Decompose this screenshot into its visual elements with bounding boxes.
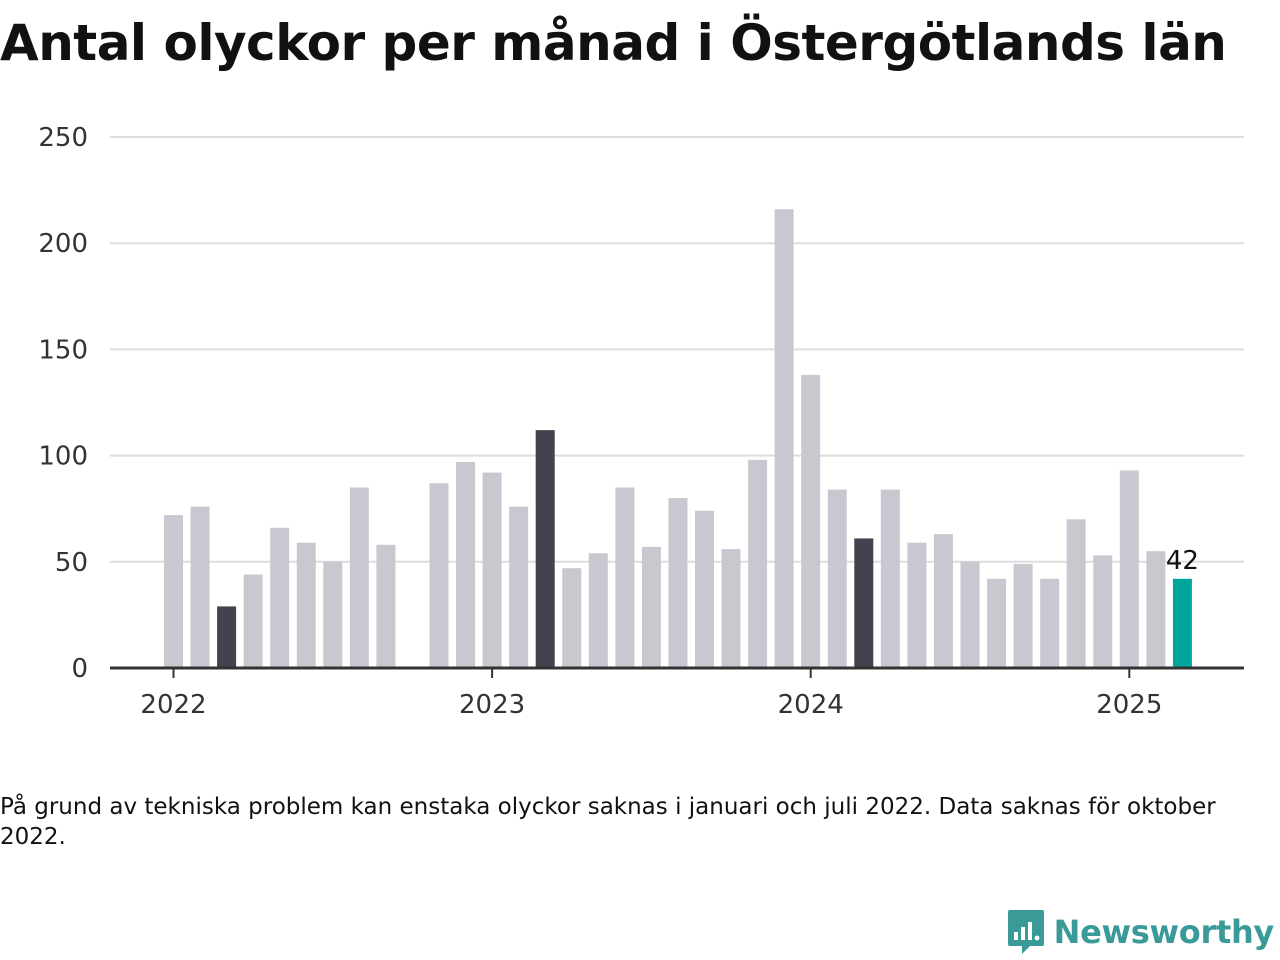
bar-2024-03: [854, 538, 874, 668]
chart-title: Antal olyckor per månad i Östergötlands …: [0, 14, 1227, 72]
y-tick-label: 100: [38, 442, 88, 472]
bar-2024-05: [907, 542, 927, 668]
bar-2023-06: [615, 487, 635, 668]
bar-2023-05: [588, 553, 608, 668]
bar-2024-01: [801, 374, 821, 668]
bar-2024-10: [1040, 578, 1060, 668]
bars: [164, 209, 1192, 668]
bar-2024-02: [827, 489, 847, 668]
y-tick-label: 200: [38, 229, 88, 259]
latest-value-label: 42: [1166, 546, 1199, 576]
brand-logo[interactable]: Newsworthy: [1006, 908, 1274, 956]
x-tick-label: 2025: [1096, 690, 1162, 720]
bar-chart-speech-bubble-icon: [1007, 910, 1044, 954]
bar-chart: 0 50 100 150 200 250 2022 2023 2024 2025 42: [38, 123, 1244, 720]
bar-2023-02: [509, 506, 529, 668]
bar-2024-07: [960, 561, 980, 668]
y-tick-label: 50: [55, 548, 88, 578]
bar-2025-02: [1146, 551, 1166, 668]
bar-2022-04: [243, 574, 263, 668]
y-axis-ticks: 0 50 100 150 200 250: [38, 123, 88, 684]
bar-2023-11: [748, 459, 768, 668]
bar-2022-05: [270, 527, 290, 668]
bar-2024-04: [880, 489, 900, 668]
bar-2022-11: [429, 483, 449, 668]
y-tick-label: 250: [38, 123, 88, 153]
bar-2022-06: [296, 542, 316, 668]
bar-2024-08: [987, 578, 1007, 668]
x-tick-label: 2023: [459, 690, 525, 720]
x-tick-label: 2022: [140, 690, 206, 720]
bar-2022-12: [456, 461, 476, 668]
bar-2023-03: [535, 430, 555, 668]
bar-2025-01: [1119, 470, 1139, 668]
bar-2023-09: [695, 510, 714, 668]
brand-name: Newsworthy: [1053, 913, 1275, 951]
bar-2022-09: [376, 544, 396, 668]
bar-2025-03: [1172, 578, 1192, 668]
x-axis: 2022 2023 2024 2025: [110, 666, 1244, 720]
bar-2023-07: [641, 546, 661, 668]
bar-2023-01: [482, 472, 502, 668]
bar-2022-08: [349, 487, 369, 668]
y-tick-label: 0: [71, 654, 88, 684]
bar-2023-12: [774, 209, 794, 668]
footnote: På grund av tekniska problem kan enstaka…: [0, 794, 1216, 850]
bar-2023-08: [668, 498, 688, 668]
bar-2024-12: [1093, 555, 1113, 668]
bar-2022-02: [190, 506, 210, 668]
bar-2024-11: [1066, 519, 1086, 668]
bar-2024-09: [1013, 563, 1033, 668]
bar-2023-04: [562, 568, 582, 668]
bar-2023-10: [721, 549, 741, 668]
bar-2024-06: [933, 534, 953, 668]
gridlines: [110, 136, 1244, 563]
bar-2022-01: [164, 515, 183, 668]
x-tick-label: 2024: [778, 690, 844, 720]
bar-2022-07: [323, 561, 343, 668]
y-tick-label: 150: [38, 335, 88, 365]
data-labels: 42: [1166, 546, 1199, 576]
bar-2022-03: [217, 606, 237, 668]
